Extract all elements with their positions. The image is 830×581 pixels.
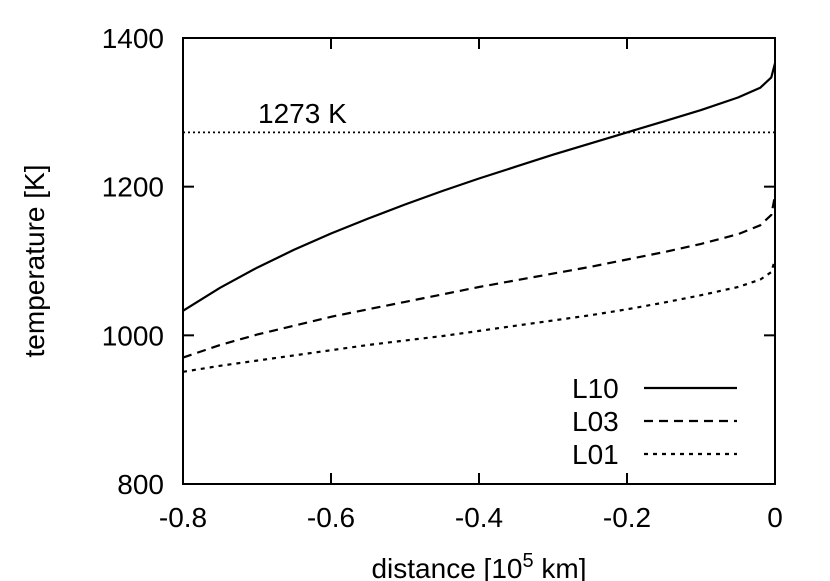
legend-label-l03: L03 xyxy=(572,406,619,437)
x-tick-label: -0.2 xyxy=(603,502,651,533)
x-axis-label: distance [105 km] xyxy=(371,550,586,581)
reference-line-label: 1273 K xyxy=(258,98,347,129)
x-tick-label: -0.4 xyxy=(455,502,503,533)
y-tick-label: 1200 xyxy=(102,172,164,203)
x-tick-label: -0.8 xyxy=(159,502,207,533)
y-axis-label: temperature [K] xyxy=(19,165,50,358)
legend: L10 L03 L01 xyxy=(572,373,737,470)
series-line-l01 xyxy=(182,259,777,373)
x-axis-label-end: km] xyxy=(534,553,587,581)
legend-label-l10: L10 xyxy=(572,373,619,404)
y-tick-label: 1000 xyxy=(102,320,164,351)
series-line-l10 xyxy=(182,63,777,312)
legend-label-l01: L01 xyxy=(572,439,619,470)
x-tick-label: -0.6 xyxy=(307,502,355,533)
x-axis-label-superscript: 5 xyxy=(522,550,533,572)
y-tick-label: 800 xyxy=(117,469,164,500)
series-lines xyxy=(182,63,777,373)
y-tick-label: 1400 xyxy=(102,23,164,54)
x-tick-label: 0 xyxy=(767,502,783,533)
series-line-l03 xyxy=(182,195,777,359)
plot-frame xyxy=(182,37,776,485)
tick-labels: -0.8 -0.6 -0.4 -0.2 0 800 1000 1200 1400 xyxy=(102,23,783,533)
x-axis-label-main: distance [10 xyxy=(371,553,522,581)
